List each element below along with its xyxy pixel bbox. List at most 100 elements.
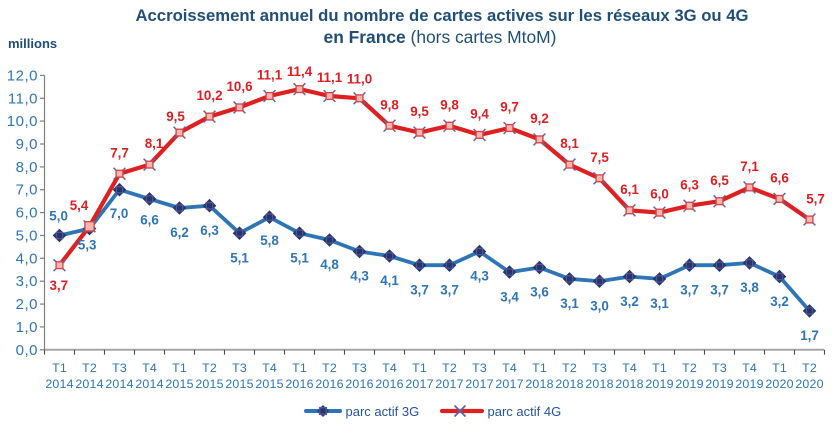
svg-text:2017: 2017 — [465, 377, 493, 391]
svg-text:6,0: 6,0 — [16, 205, 38, 222]
svg-text:12,0: 12,0 — [7, 67, 38, 84]
svg-text:Accroissement annuel du nombre: Accroissement annuel du nombre de cartes… — [135, 6, 748, 25]
svg-text:T3: T3 — [232, 361, 247, 375]
svg-text:3,7: 3,7 — [410, 282, 429, 297]
svg-text:10,2: 10,2 — [196, 88, 222, 103]
svg-text:9,5: 9,5 — [410, 104, 429, 119]
svg-text:5,1: 5,1 — [290, 250, 309, 265]
svg-text:3,2: 3,2 — [770, 294, 789, 309]
svg-text:2020: 2020 — [765, 377, 793, 391]
svg-text:2018: 2018 — [525, 377, 553, 391]
svg-text:parc actif 4G: parc actif 4G — [488, 404, 562, 419]
svg-text:4,1: 4,1 — [380, 273, 399, 288]
svg-text:9,2: 9,2 — [530, 111, 549, 126]
svg-text:millions: millions — [8, 36, 57, 51]
svg-text:6,0: 6,0 — [650, 187, 669, 202]
svg-text:9,4: 9,4 — [470, 107, 489, 122]
svg-text:1,7: 1,7 — [800, 328, 819, 343]
svg-text:6,5: 6,5 — [710, 173, 729, 188]
svg-text:2017: 2017 — [495, 377, 523, 391]
svg-text:11,1: 11,1 — [317, 70, 343, 85]
svg-text:2014: 2014 — [135, 377, 163, 391]
svg-text:4,3: 4,3 — [470, 269, 489, 284]
svg-text:7,0: 7,0 — [16, 182, 38, 199]
svg-text:T2: T2 — [562, 361, 577, 375]
svg-text:T2: T2 — [802, 361, 817, 375]
svg-text:5,7: 5,7 — [806, 192, 825, 207]
svg-text:T2: T2 — [202, 361, 217, 375]
svg-text:T1: T1 — [172, 361, 187, 375]
svg-text:6,1: 6,1 — [620, 182, 639, 197]
svg-text:7,7: 7,7 — [110, 145, 129, 160]
svg-text:T3: T3 — [472, 361, 487, 375]
svg-text:T4: T4 — [622, 361, 637, 375]
svg-text:2016: 2016 — [375, 377, 403, 391]
svg-text:0,0: 0,0 — [16, 342, 38, 359]
svg-text:5,1: 5,1 — [230, 250, 249, 265]
svg-text:11,4: 11,4 — [287, 64, 313, 79]
svg-text:11,0: 11,0 — [347, 72, 372, 87]
svg-text:2019: 2019 — [675, 377, 703, 391]
svg-text:9,7: 9,7 — [500, 100, 519, 115]
svg-text:2017: 2017 — [405, 377, 433, 391]
svg-text:2020: 2020 — [795, 377, 823, 391]
svg-text:11,0: 11,0 — [8, 90, 38, 107]
svg-text:T1: T1 — [772, 361, 787, 375]
svg-text:3,8: 3,8 — [740, 280, 759, 295]
svg-text:10,6: 10,6 — [226, 79, 252, 94]
svg-text:T4: T4 — [502, 361, 517, 375]
svg-text:9,0: 9,0 — [16, 136, 38, 153]
svg-text:T3: T3 — [712, 361, 727, 375]
svg-text:4,0: 4,0 — [16, 250, 38, 267]
svg-text:8,1: 8,1 — [145, 136, 164, 151]
svg-text:11,1: 11,1 — [257, 68, 283, 83]
svg-text:2019: 2019 — [645, 377, 673, 391]
svg-text:2016: 2016 — [315, 377, 343, 391]
svg-text:parc actif 3G: parc actif 3G — [346, 404, 420, 419]
svg-text:3,7: 3,7 — [49, 278, 68, 293]
svg-text:2019: 2019 — [705, 377, 733, 391]
svg-text:T4: T4 — [142, 361, 157, 375]
svg-text:T2: T2 — [682, 361, 697, 375]
svg-text:T3: T3 — [112, 361, 127, 375]
svg-text:2016: 2016 — [285, 377, 313, 391]
svg-text:6,6: 6,6 — [140, 212, 159, 227]
svg-text:T1: T1 — [52, 361, 67, 375]
svg-text:4,3: 4,3 — [350, 269, 369, 284]
svg-text:2018: 2018 — [615, 377, 643, 391]
svg-text:3,6: 3,6 — [530, 285, 549, 300]
svg-text:8,1: 8,1 — [560, 136, 579, 151]
svg-text:T4: T4 — [262, 361, 277, 375]
svg-text:4,8: 4,8 — [320, 257, 339, 272]
svg-text:2018: 2018 — [585, 377, 613, 391]
svg-text:2014: 2014 — [45, 377, 73, 391]
svg-text:3,2: 3,2 — [620, 294, 639, 309]
svg-text:T1: T1 — [412, 361, 427, 375]
svg-text:10,0: 10,0 — [7, 113, 38, 130]
svg-text:T4: T4 — [742, 361, 757, 375]
svg-text:9,8: 9,8 — [380, 97, 399, 112]
svg-text:2014: 2014 — [75, 377, 103, 391]
svg-text:2,0: 2,0 — [16, 296, 38, 313]
svg-text:6,3: 6,3 — [200, 223, 219, 238]
svg-text:2016: 2016 — [345, 377, 373, 391]
svg-text:2018: 2018 — [555, 377, 583, 391]
svg-text:T2: T2 — [82, 361, 97, 375]
svg-text:2015: 2015 — [225, 377, 253, 391]
svg-text:8,0: 8,0 — [16, 159, 38, 176]
svg-text:5,8: 5,8 — [260, 233, 279, 248]
svg-text:3,7: 3,7 — [440, 282, 459, 297]
svg-text:5,3: 5,3 — [78, 238, 97, 253]
svg-text:3,0: 3,0 — [16, 273, 38, 290]
svg-text:7,1: 7,1 — [740, 159, 759, 174]
svg-text:2015: 2015 — [255, 377, 283, 391]
svg-text:T4: T4 — [382, 361, 397, 375]
svg-text:T3: T3 — [352, 361, 367, 375]
svg-text:7,5: 7,5 — [590, 150, 609, 165]
svg-text:T2: T2 — [322, 361, 337, 375]
svg-text:2015: 2015 — [165, 377, 193, 391]
svg-text:3,7: 3,7 — [710, 282, 729, 297]
svg-text:3,1: 3,1 — [650, 296, 669, 311]
svg-text:6,3: 6,3 — [680, 177, 699, 192]
svg-text:6,6: 6,6 — [770, 171, 789, 186]
